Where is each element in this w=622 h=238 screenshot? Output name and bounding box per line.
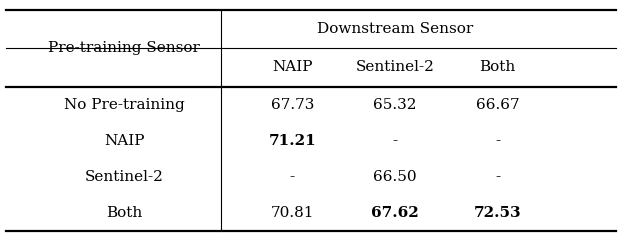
Text: -: - (495, 170, 500, 184)
Text: NAIP: NAIP (272, 60, 313, 74)
Text: 71.21: 71.21 (269, 134, 316, 148)
Text: -: - (290, 170, 295, 184)
Text: 70.81: 70.81 (271, 206, 314, 220)
Text: -: - (392, 134, 397, 148)
Text: 72.53: 72.53 (474, 206, 521, 220)
Text: Sentinel-2: Sentinel-2 (356, 60, 434, 74)
Text: Both: Both (480, 60, 516, 74)
Text: Both: Both (106, 206, 142, 220)
Text: 65.32: 65.32 (373, 98, 417, 112)
Text: Pre-training Sensor: Pre-training Sensor (49, 41, 200, 55)
Text: -: - (495, 134, 500, 148)
Text: NAIP: NAIP (104, 134, 145, 148)
Text: Sentinel-2: Sentinel-2 (85, 170, 164, 184)
Text: 66.67: 66.67 (476, 98, 519, 112)
Text: Downstream Sensor: Downstream Sensor (317, 22, 473, 35)
Text: 67.62: 67.62 (371, 206, 419, 220)
Text: 66.50: 66.50 (373, 170, 417, 184)
Text: 67.73: 67.73 (271, 98, 314, 112)
Text: No Pre-training: No Pre-training (64, 98, 185, 112)
